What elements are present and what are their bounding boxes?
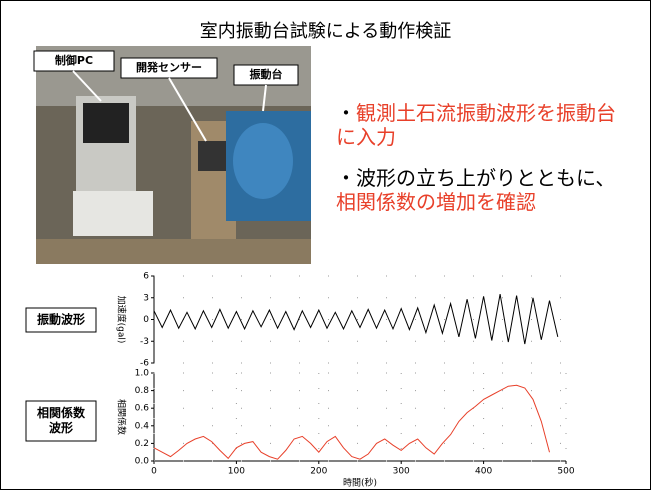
x-axis-label: 時間(秒): [343, 477, 377, 489]
x-tick-label: 0: [151, 467, 157, 477]
y-tick-label: 0.2: [135, 439, 149, 449]
photo: [33, 46, 311, 264]
side-label-box: [25, 400, 97, 442]
bullet-text: 観測土石流振動波形を振動台に入力: [336, 101, 616, 149]
bullet: ・観測土石流振動波形を振動台に入力: [336, 101, 628, 149]
y-tick-label: 0.8: [135, 386, 150, 396]
photo-label: 振動台: [250, 67, 283, 81]
bullet-text: ・: [336, 101, 356, 125]
bullet: ・波形の立ち上がりとともに、相関係数の増加を確認: [336, 166, 628, 214]
slide-title: 室内振動台試験による動作検証: [199, 21, 452, 42]
y-tick-label: 6: [143, 272, 149, 282]
y-axis-label: 相関係数: [116, 399, 128, 435]
x-tick-label: 200: [310, 467, 327, 477]
bullet-text: ・波形の立ち上がりとともに、: [336, 166, 616, 190]
photo-label: 制御PC: [55, 53, 93, 67]
bullet-text: 相関係数の増加を確認: [336, 190, 536, 214]
side-label: 波形: [49, 420, 73, 435]
y-tick-label: -6: [140, 359, 149, 369]
y-tick-label: 0.0: [135, 457, 150, 467]
data-line: [153, 294, 559, 345]
x-tick-label: 100: [228, 467, 245, 477]
y-tick-label: 0: [143, 315, 149, 325]
y-axis-label: 加速度(gal): [116, 296, 128, 344]
y-tick-label: 0.6: [135, 404, 150, 414]
photo-label: 開発センサー: [136, 60, 202, 74]
data-line: [153, 384, 550, 460]
y-tick-label: 0.4: [135, 421, 150, 431]
y-tick-label: 1.0: [135, 369, 150, 379]
y-tick-label: -3: [140, 337, 149, 347]
side-label: 振動波形: [37, 312, 85, 327]
x-tick-label: 400: [475, 467, 492, 477]
x-tick-label: 300: [393, 467, 410, 477]
y-tick-label: 3: [143, 293, 149, 303]
x-tick-label: 500: [557, 467, 574, 477]
side-label: 相関係数: [37, 405, 86, 420]
side-label-box: [25, 307, 97, 333]
